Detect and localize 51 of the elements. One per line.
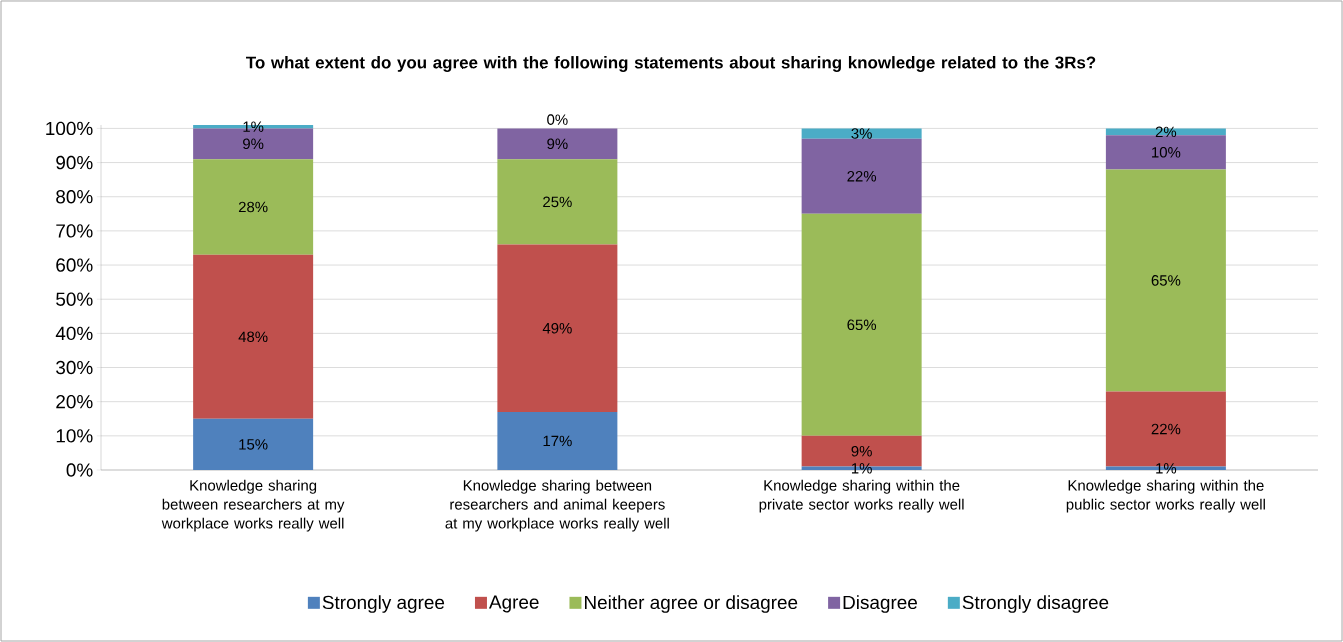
chart-title: To what extent do you agree with the following statements about sharing knowledge related to the 3Rs?: [246, 56, 1096, 72]
bar: [193, 418, 314, 470]
bar: [193, 254, 314, 419]
data-label: 10%: [1152, 147, 1181, 158]
bar: [801, 213, 922, 436]
y-tick-label: 50%: [56, 292, 93, 306]
legend-label: Agree: [488, 595, 539, 613]
bar: [1105, 169, 1226, 392]
data-label: 22%: [847, 170, 877, 182]
bar: [801, 138, 922, 214]
y-tick-label: 60%: [56, 258, 93, 272]
data-label: 65%: [847, 319, 877, 331]
data-label: 22%: [1151, 423, 1181, 435]
y-tick-label: 0%: [66, 463, 93, 477]
data-label: 9%: [547, 138, 568, 150]
x-tick-label: Knowledge sharing between researchers at my workplace works really well: [161, 479, 345, 532]
legend-label: Neither agree or disagree: [585, 595, 798, 613]
y-tick-label: 30%: [56, 360, 93, 375]
bar: [497, 128, 618, 160]
y-tick-label: 20%: [56, 394, 93, 409]
data-label: 48%: [238, 331, 268, 343]
data-label: 0%: [547, 114, 568, 125]
x-tick-label: Knowledge sharing within the private sector works really well: [759, 479, 964, 513]
y-tick-label: 90%: [56, 155, 93, 170]
y-tick-label: 40%: [55, 326, 93, 341]
bar: [801, 128, 922, 139]
data-label: 3%: [851, 128, 872, 139]
legend-label: Strongly disagree: [962, 595, 1109, 613]
y-tick-label: 80%: [56, 190, 93, 204]
y-tick-label: 10%: [56, 429, 93, 443]
data-label: 15%: [239, 439, 268, 450]
bar: [497, 159, 618, 245]
bar: [1105, 128, 1226, 136]
data-label: 25%: [543, 196, 572, 208]
bar: [193, 159, 314, 255]
data-label: 17%: [543, 435, 572, 447]
data-label: 9%: [851, 445, 872, 457]
legend-label: Disagree: [843, 595, 917, 613]
x-tick-label: Knowledge sharing between researchers and animal keepers at my workplace works really well: [445, 479, 669, 532]
data-label: 65%: [1151, 275, 1181, 286]
data-label: 2%: [1155, 126, 1177, 138]
y-tick-label: 70%: [56, 224, 93, 238]
y-tick-label: 100%: [46, 121, 93, 136]
bar: [1105, 135, 1226, 170]
bar: [497, 244, 618, 412]
legend-label: Strongly agree: [322, 595, 445, 613]
bar: [497, 411, 618, 470]
data-label: 49%: [542, 322, 572, 334]
data-label: 9%: [243, 138, 264, 150]
data-label: 28%: [238, 201, 268, 213]
x-tick-label: Knowledge sharing within the public sector works really well: [1066, 479, 1265, 513]
